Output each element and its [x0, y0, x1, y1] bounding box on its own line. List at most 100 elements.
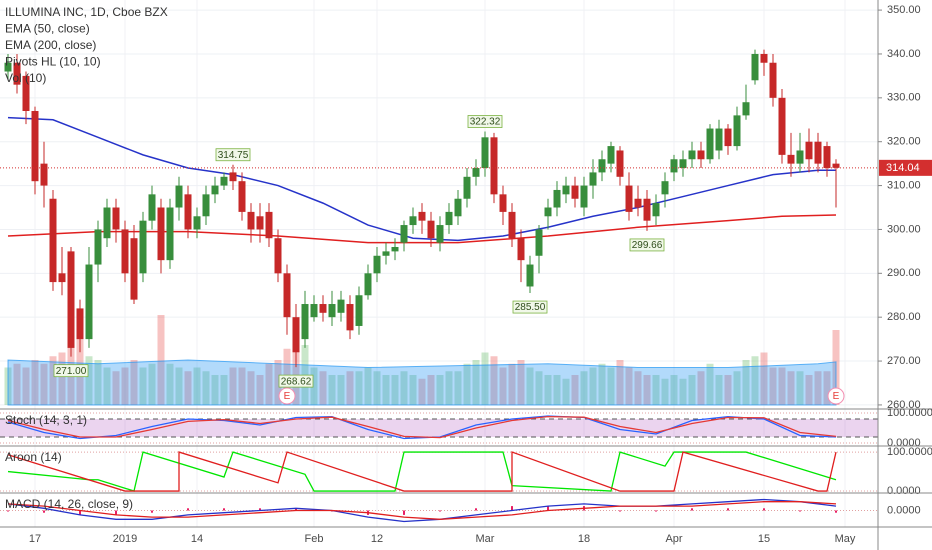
pivot-label: 285.50	[515, 302, 546, 313]
legend-entry: Pivots HL (10, 10)	[5, 55, 101, 69]
panel-legend: Stoch (14, 3, 1)	[5, 413, 87, 427]
candle-body	[31, 110, 39, 182]
candle-body	[625, 185, 633, 212]
volume-bar	[805, 375, 813, 405]
macd-histogram-bar	[187, 508, 189, 511]
candle-body	[742, 102, 750, 116]
volume-bar	[580, 371, 588, 405]
candle-body	[157, 207, 165, 261]
volume-bar	[184, 371, 192, 405]
candle-body	[355, 295, 363, 326]
candle-body	[760, 53, 768, 63]
stoch-line	[7, 415, 837, 439]
pivot-box	[278, 374, 314, 388]
y-tick-label: 100.0000	[887, 407, 932, 419]
candle-body	[274, 238, 282, 274]
candle-body	[787, 154, 795, 164]
candle-body	[382, 251, 390, 256]
ema-line	[7, 116, 836, 242]
candle-body	[616, 150, 624, 177]
macd-line	[7, 498, 837, 523]
candle-body	[481, 137, 489, 169]
pivot-box	[512, 300, 548, 314]
macd-histogram-bar	[151, 510, 153, 513]
candle-body	[670, 159, 678, 173]
candle-body	[472, 168, 480, 177]
pivot-box	[629, 238, 665, 252]
earnings-marker	[827, 387, 845, 405]
pivot-box	[53, 364, 89, 378]
last-price-box	[879, 159, 932, 176]
x-tick-label: 14	[191, 533, 203, 545]
volume-bar	[562, 378, 570, 405]
volume-bar	[373, 371, 381, 405]
candle-body	[346, 304, 354, 331]
volume-bar	[544, 375, 552, 405]
macd-line	[7, 501, 837, 520]
volume-bar	[598, 363, 606, 405]
volume-bar	[553, 375, 561, 405]
volume-bar	[355, 371, 363, 405]
x-tick-label: Apr	[665, 533, 682, 545]
candle-body	[85, 264, 93, 340]
y-tick-label: 270.00	[887, 355, 921, 367]
volume-bar	[22, 367, 30, 405]
candle-body	[364, 273, 372, 296]
volume-bar	[256, 375, 264, 405]
y-tick-label: 340.00	[887, 48, 921, 60]
candle-body	[301, 304, 309, 340]
x-tick-label: Mar	[476, 533, 495, 545]
volume-bar	[364, 367, 372, 405]
candle-body	[184, 194, 192, 230]
candle-body	[769, 62, 777, 98]
volume-bar	[49, 356, 57, 405]
volume-bar	[58, 352, 66, 405]
volume-bar	[13, 363, 21, 405]
legend-entry: EMA (200, close)	[5, 38, 96, 52]
candle-body	[310, 304, 318, 318]
stoch-line	[7, 415, 837, 440]
macd-histogram-bar	[295, 508, 297, 511]
candle-body	[49, 198, 57, 283]
x-tick-label: 12	[371, 533, 383, 545]
candle-body	[454, 198, 462, 217]
volume-bar	[337, 375, 345, 405]
candle-body	[805, 141, 813, 160]
panel-legend: Aroon (14)	[5, 450, 62, 464]
volume-bar	[733, 371, 741, 405]
x-tick-label: 2019	[113, 533, 137, 545]
candle-body	[517, 238, 525, 261]
volume-bar	[202, 371, 210, 405]
candle-body	[211, 185, 219, 195]
pivot-box	[215, 148, 251, 162]
candle-body	[13, 62, 21, 85]
candle-body	[175, 185, 183, 208]
volume-bar	[634, 371, 642, 405]
macd-histogram-bar	[799, 510, 801, 512]
candle-body	[751, 53, 759, 81]
volume-bar	[391, 375, 399, 405]
volume-bar	[247, 371, 255, 405]
volume-bar	[760, 352, 768, 405]
candle-body	[607, 146, 615, 164]
candle-body	[94, 229, 102, 265]
pivot-box	[467, 115, 503, 128]
volume-bar	[463, 363, 471, 405]
volume-bar	[472, 360, 480, 405]
volume-bar	[679, 378, 687, 405]
volume-bar	[697, 371, 705, 405]
macd-histogram-bar	[511, 506, 513, 511]
candle-body	[553, 189, 561, 208]
volume-bar	[571, 375, 579, 405]
candle-body	[724, 128, 732, 147]
candle-body	[373, 255, 381, 274]
volume-bar	[211, 375, 219, 405]
candle-body	[418, 211, 426, 221]
volume-bar	[661, 378, 669, 405]
pivot-label: 299.66	[632, 240, 663, 251]
candle-body	[544, 207, 552, 217]
candle-body	[535, 229, 543, 256]
volume-bar	[265, 363, 273, 405]
candle-body	[508, 211, 516, 239]
y-tick-label: 330.00	[887, 92, 921, 104]
